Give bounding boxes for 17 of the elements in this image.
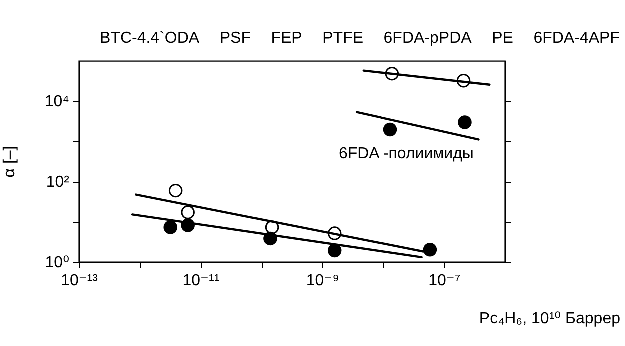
text: 6FDA-pPDA	[384, 30, 472, 48]
y-tick-label: 10²	[46, 174, 70, 192]
y-tick-label: 10⁰	[45, 254, 70, 272]
x-tick-label: 10⁻¹¹	[182, 272, 220, 290]
text: PSF	[220, 30, 251, 48]
text: PTFE	[322, 30, 364, 48]
x-axis-title: Pc₄H₆, 10¹⁰ Баррер	[479, 310, 621, 328]
annotation: 6FDA -полиимиды	[338, 145, 474, 162]
y-tick-label: 10⁴	[44, 94, 70, 111]
text: 6FDA-4APF	[534, 30, 620, 48]
text: FEP	[271, 30, 302, 48]
text: BTC-4.4`ODA	[100, 30, 200, 48]
x-tick-label: 10⁻⁹	[306, 272, 340, 290]
x-tick-label: 10⁻¹³	[61, 272, 99, 290]
y-axis-title: α [–]	[2, 146, 18, 178]
x-tick-label: 10⁻⁷	[428, 272, 461, 290]
text: PE	[492, 30, 514, 48]
